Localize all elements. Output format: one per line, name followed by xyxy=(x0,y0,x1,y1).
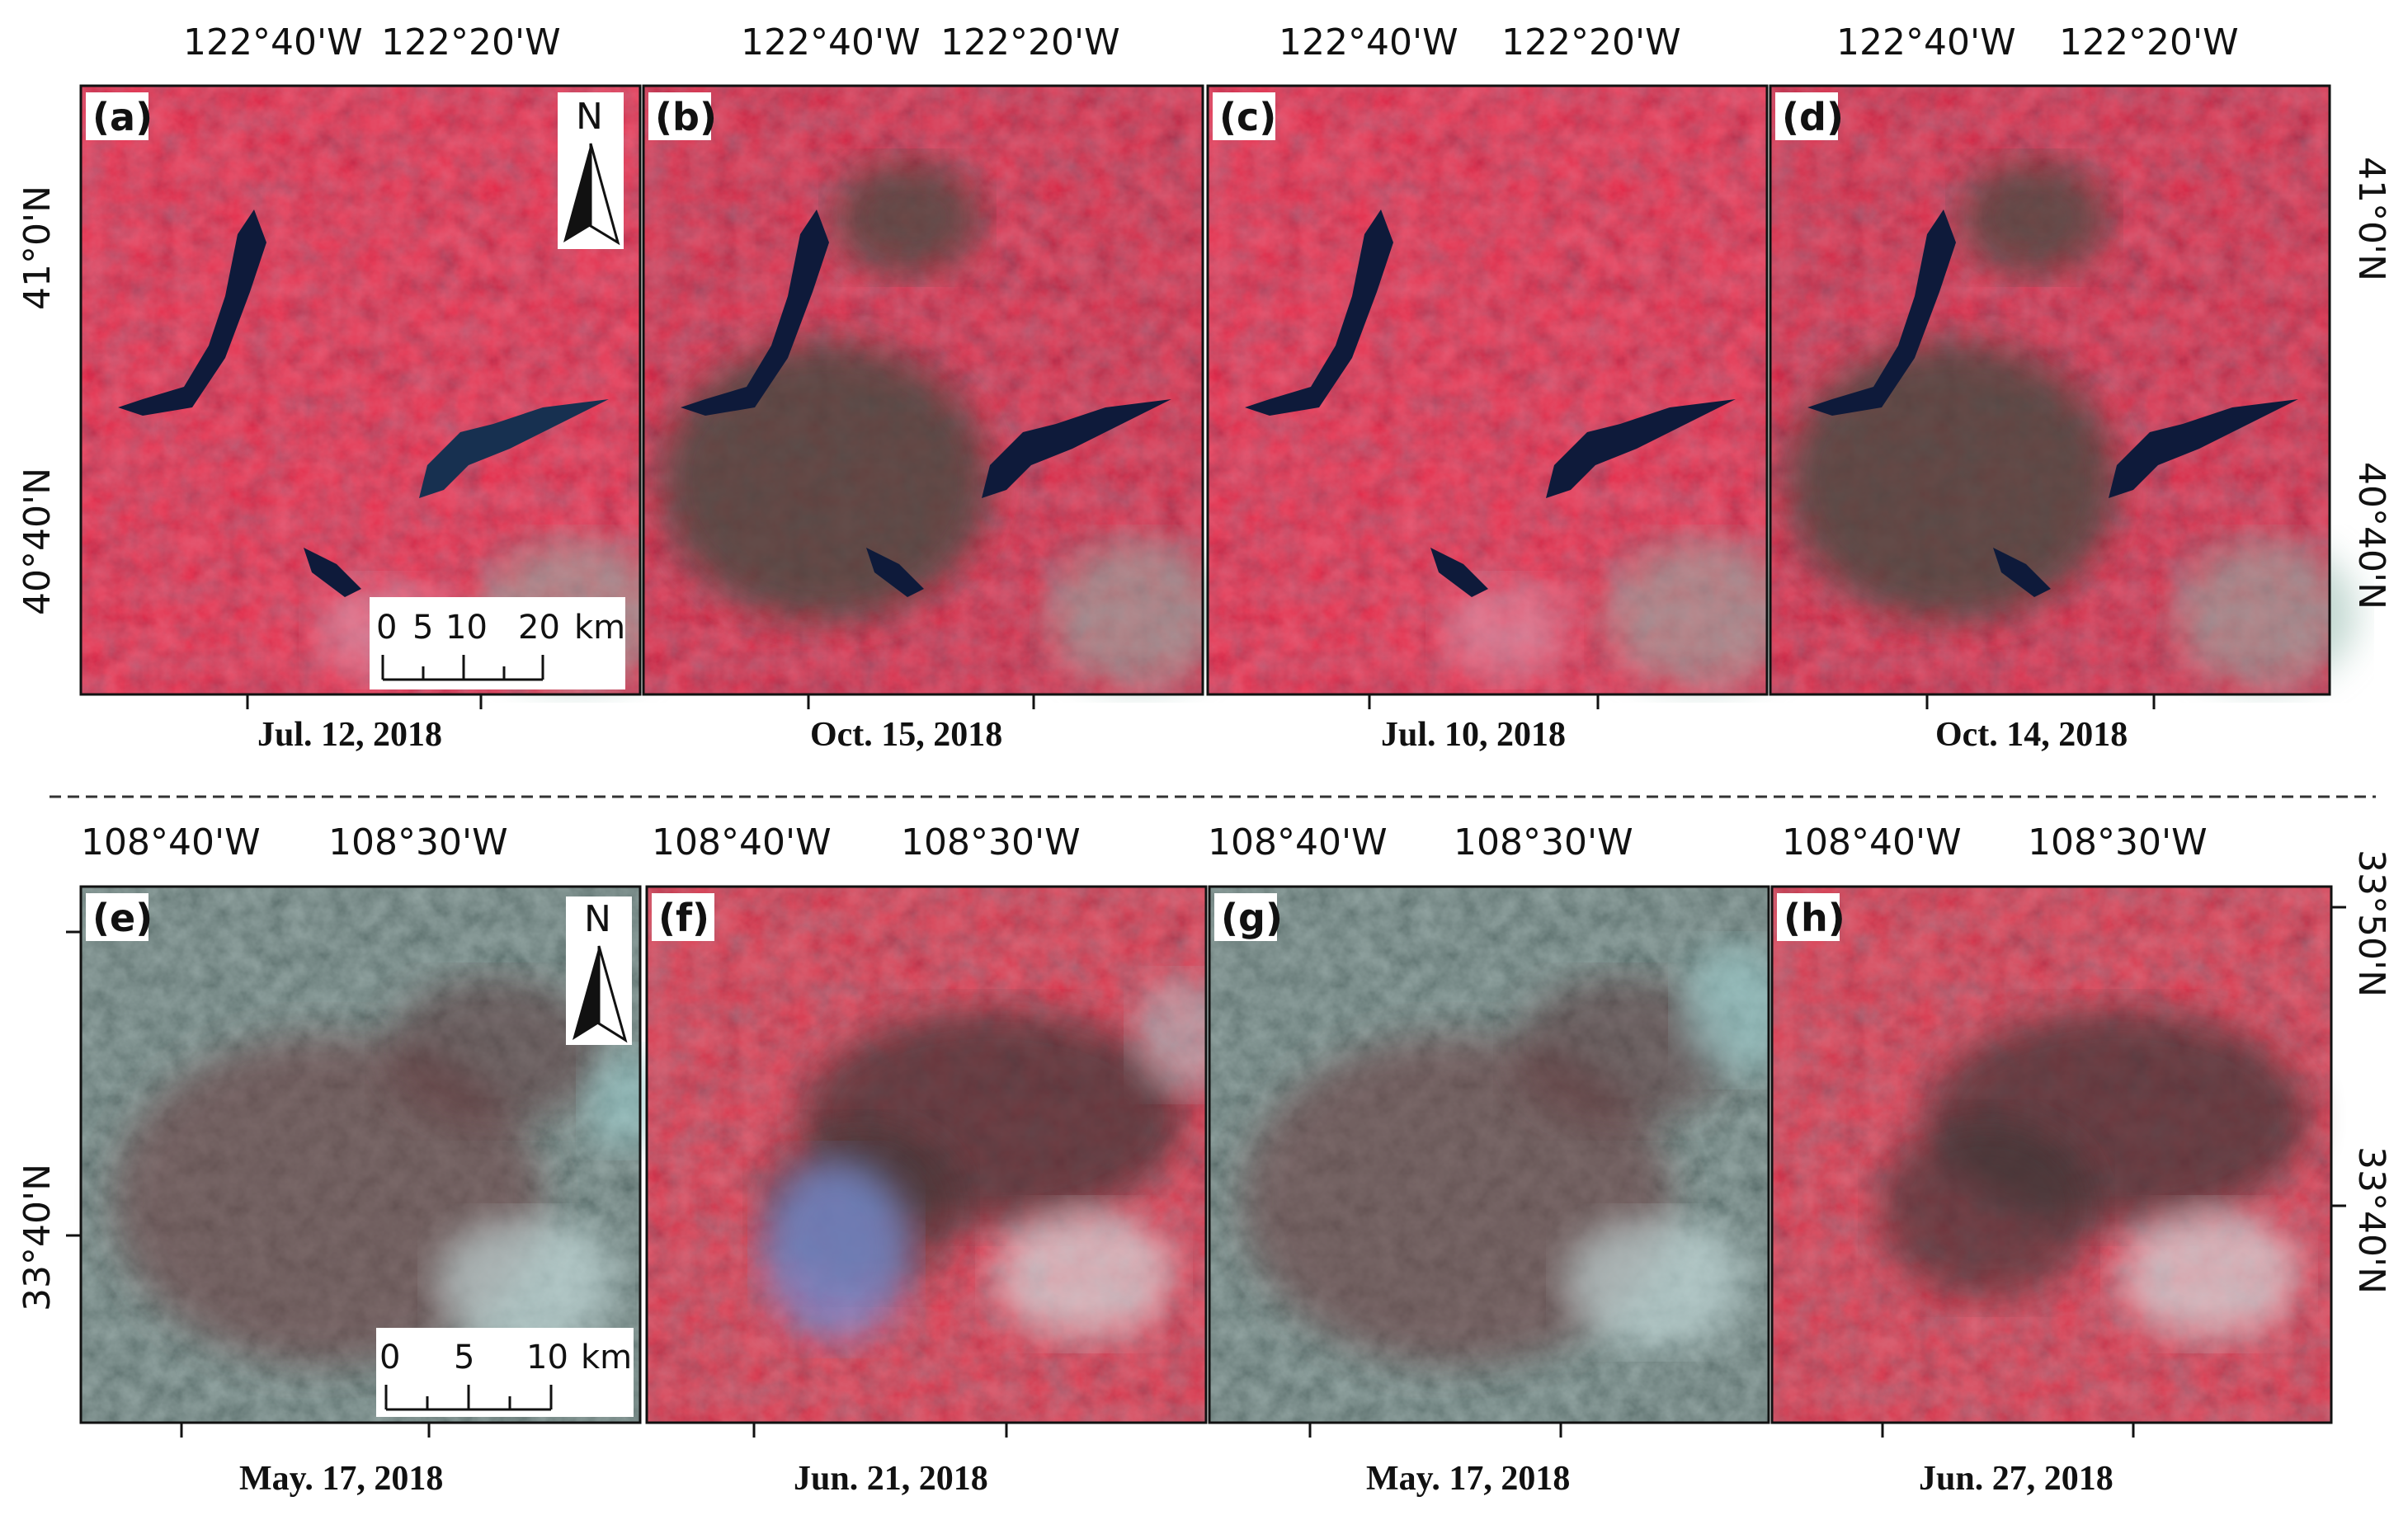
bottom-latitude-labels: 33°40'N 33°50'N 33°40'N xyxy=(16,849,2392,1311)
svg-text:33°40'N: 33°40'N xyxy=(2350,1146,2392,1294)
bottom-longitude-labels: 108°40'W 108°30'W 108°40'W 108°30'W 108°… xyxy=(81,821,2208,1438)
top-latitude-labels: 41°0'N 40°40'N 41°0'N 40°40'N xyxy=(16,157,2392,615)
svg-text:108°30'W: 108°30'W xyxy=(2028,821,2208,864)
svg-text:5: 5 xyxy=(454,1339,474,1376)
panel-label: (e) xyxy=(92,896,153,940)
svg-text:40°40'N: 40°40'N xyxy=(2350,462,2392,609)
svg-text:10: 10 xyxy=(526,1339,568,1376)
panel-label: (c) xyxy=(1219,95,1276,139)
bottom-dates: May. 17, 2018 Jun. 21, 2018 May. 17, 201… xyxy=(239,1460,2113,1498)
svg-text:40°40'N: 40°40'N xyxy=(16,468,59,615)
panel-b: (b) xyxy=(642,84,1229,696)
svg-text:0: 0 xyxy=(376,609,397,647)
svg-text:33°50'N: 33°50'N xyxy=(2350,849,2392,997)
scale-bar: 0 5 10 20 km xyxy=(370,597,625,689)
panel-label: (d) xyxy=(1782,95,1844,139)
date-label: Jun. 21, 2018 xyxy=(794,1460,988,1498)
panel-h: (h) xyxy=(1770,885,2333,1424)
svg-text:108°30'W: 108°30'W xyxy=(1454,821,1633,864)
date-label: Oct. 15, 2018 xyxy=(810,716,1002,754)
north-label: N xyxy=(584,898,611,940)
panel-d: (d) xyxy=(1769,84,2356,696)
svg-text:108°40'W: 108°40'W xyxy=(1782,821,1962,864)
panel-f: (f) xyxy=(645,885,1232,1424)
north-arrow-icon: N xyxy=(566,896,632,1045)
svg-text:122°40'W: 122°40'W xyxy=(741,21,921,64)
svg-text:108°30'W: 108°30'W xyxy=(901,821,1081,864)
svg-text:33°40'N: 33°40'N xyxy=(16,1164,59,1311)
date-label: Jul. 10, 2018 xyxy=(1381,716,1566,754)
panel-label: (a) xyxy=(92,95,153,139)
svg-text:122°40'W: 122°40'W xyxy=(1836,21,2016,64)
reservoir-water xyxy=(118,209,266,416)
panel-label: (f) xyxy=(658,896,709,940)
svg-text:41°0'N: 41°0'N xyxy=(16,186,59,310)
label-box xyxy=(86,92,148,140)
panel-e: (e) N 0 5 10 km xyxy=(79,885,667,1424)
svg-text:km: km xyxy=(581,1339,632,1376)
svg-text:41°0'N: 41°0'N xyxy=(2350,157,2392,281)
svg-text:20: 20 xyxy=(518,609,560,647)
top-dates: Jul. 12, 2018 Oct. 15, 2018 Jul. 10, 201… xyxy=(257,716,2128,754)
svg-text:108°40'W: 108°40'W xyxy=(1208,821,1388,864)
date-label: Oct. 14, 2018 xyxy=(1935,716,2128,754)
reservoir-water xyxy=(419,399,609,498)
panel-g: (g) xyxy=(1208,885,1795,1424)
date-label: Jul. 12, 2018 xyxy=(257,716,442,754)
svg-text:108°40'W: 108°40'W xyxy=(652,821,832,864)
scale-bar: 0 5 10 km xyxy=(376,1328,634,1417)
svg-text:122°40'W: 122°40'W xyxy=(183,21,363,64)
svg-text:122°20'W: 122°20'W xyxy=(1501,21,1681,64)
north-label: N xyxy=(576,96,603,138)
north-arrow-icon: N xyxy=(558,92,624,249)
panel-label: (g) xyxy=(1221,896,1283,940)
svg-text:108°40'W: 108°40'W xyxy=(81,821,261,864)
svg-text:10: 10 xyxy=(445,609,488,647)
panel-label: (h) xyxy=(1784,896,1845,940)
svg-text:5: 5 xyxy=(412,609,433,647)
svg-text:122°20'W: 122°20'W xyxy=(2059,21,2239,64)
panel-label: (b) xyxy=(655,95,717,139)
date-label: May. 17, 2018 xyxy=(239,1460,443,1498)
svg-text:122°40'W: 122°40'W xyxy=(1279,21,1458,64)
svg-text:108°30'W: 108°30'W xyxy=(328,821,508,864)
date-label: Jun. 27, 2018 xyxy=(1919,1460,2113,1498)
date-label: May. 17, 2018 xyxy=(1366,1460,1570,1498)
panel-a: (a) N 0 5 10 20 km xyxy=(79,84,675,696)
svg-text:0: 0 xyxy=(379,1339,400,1376)
svg-text:km: km xyxy=(574,609,625,647)
panel-c: (c) xyxy=(1206,84,1802,696)
top-longitude-labels: 122°40'W 122°20'W 122°40'W 122°20'W 122°… xyxy=(183,21,2239,709)
svg-text:122°20'W: 122°20'W xyxy=(940,21,1120,64)
svg-text:122°20'W: 122°20'W xyxy=(381,21,561,64)
